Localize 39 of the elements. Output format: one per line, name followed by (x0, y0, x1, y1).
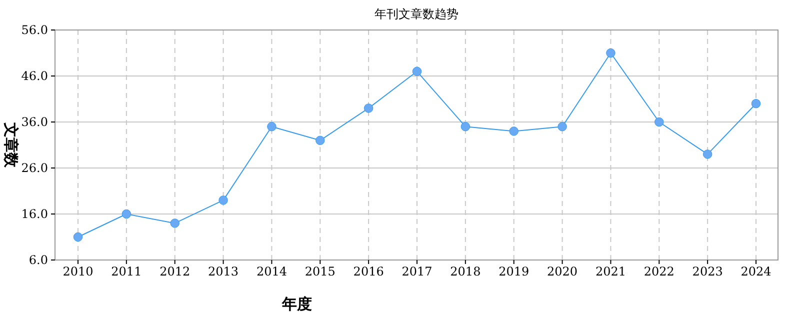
y-tick-label: 56.0 (21, 22, 48, 37)
x-tick-label: 2019 (498, 264, 530, 279)
x-tick-label: 2024 (740, 264, 772, 279)
point (702, 150, 712, 159)
x-axis-title: 年度 (281, 295, 312, 313)
point (267, 122, 276, 132)
x-tick-label: 2016 (353, 264, 384, 279)
x-tick-label: 2012 (160, 264, 190, 279)
x-tick-label: 2017 (402, 264, 432, 279)
x-tick-label: 2013 (208, 264, 239, 279)
x-tick-label: 2023 (692, 264, 723, 279)
point (412, 66, 422, 76)
x-tick-label: 2020 (547, 264, 578, 279)
x-tick-label: 2011 (111, 264, 142, 279)
point (606, 48, 616, 58)
x-tick-label: 2018 (450, 264, 481, 279)
y-tick-label: 6.0 (28, 252, 48, 267)
point (218, 196, 228, 205)
x-tick-label: 2021 (595, 264, 626, 279)
x-tick-label: 2014 (256, 264, 288, 279)
chart-title: 年刊文章数趋势 (374, 7, 458, 21)
point (73, 232, 83, 242)
point (654, 117, 664, 127)
point (751, 98, 761, 108)
point (558, 122, 567, 132)
x-tick-label: 2010 (62, 264, 94, 279)
y-tick-label: 26.0 (21, 160, 48, 175)
x-tick-label: 2022 (644, 264, 674, 279)
point (122, 209, 132, 219)
y-tick-label: 36.0 (21, 114, 48, 129)
point (316, 136, 325, 146)
point (509, 126, 518, 136)
point (364, 104, 374, 113)
y-axis-title: 文章数 (2, 122, 20, 168)
y-tick-label: 46.0 (21, 68, 48, 83)
point (460, 122, 470, 132)
x-tick-label: 2015 (304, 264, 336, 279)
y-tick-label: 16.0 (21, 206, 48, 221)
point (170, 218, 180, 228)
